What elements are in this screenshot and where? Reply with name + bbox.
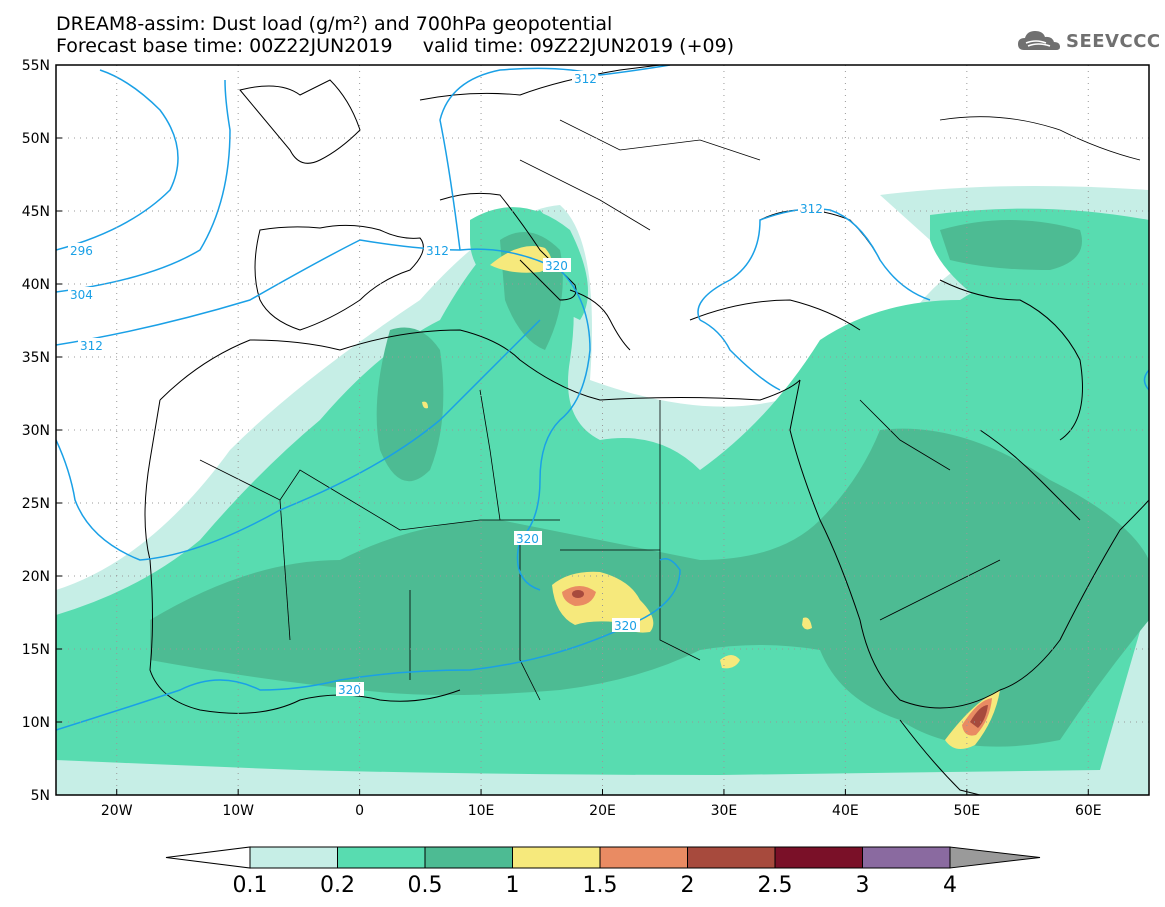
contour-label: 320 [614, 619, 637, 633]
colorbar-segment [512, 846, 601, 869]
colorbar-tick-label: 1 [506, 873, 520, 898]
lon-label: 20W [101, 803, 133, 819]
cloud-icon [1018, 31, 1060, 50]
coastlines [144, 65, 1149, 795]
colorbar-tick-label: 4 [943, 873, 957, 898]
contour-label: 320 [545, 259, 568, 273]
colorbar-tick-label: 1.5 [583, 873, 618, 898]
colorbar-tick-label: 0.5 [408, 873, 443, 898]
logo-text: SEEVCCC [1066, 30, 1161, 52]
colorbar-segment [337, 846, 426, 869]
colorbar-right-arrow [949, 846, 1041, 869]
colorbar-tick-label: 3 [856, 873, 870, 898]
colorbar-tick-label: 0.1 [233, 873, 268, 898]
dust-field [56, 186, 1149, 795]
lat-label: 50N [22, 131, 50, 147]
forecast-time-line: Forecast base time: 00Z22JUN2019 valid t… [56, 35, 735, 57]
colorbar: 0.1 0.2 0.5 1 1.5 2 2.5 3 4 [165, 846, 1041, 898]
contour-labels: 296 304 312 312 312 312 320 320 320 320 [68, 71, 824, 697]
lon-label: 60E [1075, 803, 1102, 819]
colorbar-segment [424, 846, 513, 869]
lat-label: 20N [22, 569, 50, 585]
longitude-axis: 20W 10W 0 10E 20E 30E 40E 50E 60E [101, 789, 1102, 819]
colorbar-tick-label: 0.2 [320, 873, 355, 898]
colorbar-tick-label: 2 [681, 873, 695, 898]
contour-label: 320 [338, 683, 361, 697]
colorbar-segment [599, 846, 688, 869]
contour-label: 320 [516, 532, 539, 546]
colorbar-segment [774, 846, 863, 869]
lat-label: 45N [22, 204, 50, 220]
lon-label: 0 [355, 803, 364, 819]
lon-label: 30E [711, 803, 738, 819]
lat-label: 10N [22, 715, 50, 731]
latitude-axis: 55N 50N 45N 40N 35N 30N 25N 20N 15N 10N 5N [22, 58, 62, 804]
lat-label: 40N [22, 277, 50, 293]
gridlines [56, 65, 1149, 795]
geopotential-contours [56, 65, 1149, 731]
lon-label: 20E [589, 803, 616, 819]
colorbar-left-arrow [165, 846, 251, 869]
lon-label: 10W [222, 803, 254, 819]
contour-label: 312 [80, 339, 103, 353]
colorbar-segment [862, 846, 951, 869]
lat-label: 15N [22, 642, 50, 658]
contour-label: 312 [800, 202, 823, 216]
contour-label: 312 [574, 72, 597, 86]
colorbar-tick-label: 2.5 [758, 873, 793, 898]
lat-label: 35N [22, 350, 50, 366]
map-title: DREAM8-assim: Dust load (g/m²) and 700hP… [56, 13, 613, 35]
contour-label: 304 [70, 288, 93, 302]
lat-label: 5N [31, 788, 50, 804]
lat-label: 25N [22, 496, 50, 512]
colorbar-segment [249, 846, 338, 869]
seevccc-logo: SEEVCCC [1016, 28, 1161, 54]
lon-label: 40E [832, 803, 859, 819]
lon-label: 10E [468, 803, 495, 819]
contour-label: 296 [70, 244, 93, 258]
lat-label: 55N [22, 58, 50, 74]
lon-label: 50E [953, 803, 980, 819]
lat-label: 30N [22, 423, 50, 439]
contour-label: 312 [426, 244, 449, 258]
colorbar-segment [687, 846, 776, 869]
